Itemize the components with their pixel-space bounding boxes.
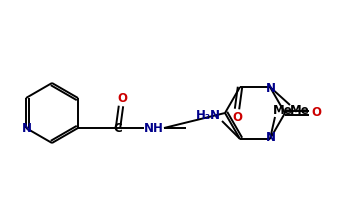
Text: N: N (266, 82, 276, 94)
Text: N: N (266, 131, 276, 144)
Text: O: O (311, 107, 321, 120)
Text: O: O (117, 93, 127, 106)
Text: N: N (22, 121, 32, 135)
Text: C: C (114, 122, 122, 135)
Text: NH: NH (144, 122, 164, 135)
Text: O: O (232, 111, 242, 124)
Text: Me: Me (273, 104, 293, 117)
Text: Me: Me (290, 103, 310, 117)
Text: H₂N: H₂N (196, 110, 220, 122)
